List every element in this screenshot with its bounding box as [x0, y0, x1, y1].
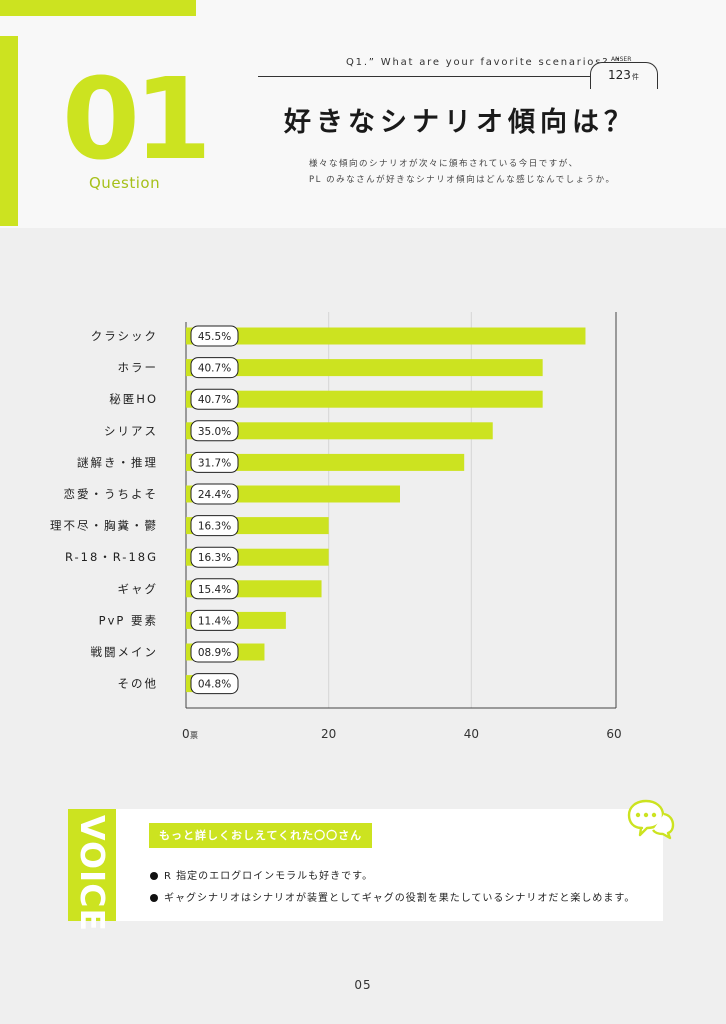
chat-bubbles-icon — [627, 799, 675, 840]
voice-item-text: ギャグシナリオはシナリオが装置としてギャグの役割を果たしているシナリオだと楽しめ… — [164, 893, 636, 904]
answer-count-unit: 件 — [631, 73, 639, 81]
value-label: 08.9% — [198, 647, 231, 659]
value-label: 11.4% — [198, 615, 231, 627]
description-line-2: PL のみなさんが好きなシナリオ傾向はどんな感じなんでしょうか。 — [309, 175, 616, 185]
page-title: 好きなシナリオ傾向は？ — [284, 107, 636, 138]
category-label: その他 — [118, 677, 159, 691]
header-divider — [258, 76, 658, 77]
value-badge — [190, 515, 239, 537]
answer-count: 123件 — [608, 68, 639, 82]
bar — [186, 390, 543, 408]
value-label: 04.8% — [198, 679, 231, 691]
bar — [186, 359, 543, 377]
voice-side-band — [68, 809, 116, 921]
value-badge — [190, 325, 239, 347]
bar — [186, 327, 586, 345]
voice-item: R 指定のエログロインモラルも好きです。 — [150, 867, 373, 882]
question-number: 01 — [62, 55, 212, 185]
question-label: Question — [89, 174, 161, 192]
voice-item: ギャグシナリオはシナリオが装置としてギャグの役割を果たしているシナリオだと楽しめ… — [150, 889, 635, 904]
value-label: 40.7% — [198, 394, 231, 406]
category-label: 謎解き・推理 — [77, 455, 158, 469]
category-label: シリアス — [104, 424, 158, 438]
value-badge — [190, 641, 239, 663]
value-badge — [190, 609, 239, 631]
accent-left-bar — [0, 36, 18, 226]
voice-label: VOICE — [68, 809, 116, 932]
x-unit-label: 票 — [190, 731, 198, 740]
value-badge — [190, 388, 239, 410]
value-badge — [190, 357, 239, 379]
value-badge — [190, 420, 239, 442]
value-badge — [190, 483, 239, 505]
category-label: ギャグ — [118, 582, 159, 596]
value-label: 16.3% — [198, 521, 231, 533]
category-label: ホラー — [118, 361, 159, 375]
value-label: 24.4% — [198, 489, 231, 501]
value-badge — [190, 451, 239, 473]
value-label: 45.5% — [198, 331, 231, 343]
answer-count-value: 123 — [608, 68, 631, 82]
bar — [186, 485, 400, 503]
voice-tag: もっと詳しくおしえてくれた〇〇さん — [149, 823, 373, 848]
value-badge — [190, 578, 239, 600]
x-tick-label: 20 — [321, 727, 336, 741]
category-label: 恋愛・うちよそ — [64, 487, 159, 501]
bar-chart: クラシック 45.5% ホラー 40.7% 秘匿HO 40.7% シリアス 35.0% 謎解き・… — [50, 312, 622, 741]
answer-label: ANSER — [611, 56, 632, 63]
value-label: 40.7% — [198, 363, 231, 375]
voice-item-text: R 指定のエログロインモラルも好きです。 — [164, 871, 374, 882]
page-number: 05 — [354, 978, 372, 992]
value-badge — [190, 546, 239, 568]
x-tick-label: 40 — [464, 727, 479, 741]
question-english: Q1.” What are your favorite scenarios? ” — [346, 57, 622, 68]
category-label: 秘匿HO — [109, 392, 158, 406]
bar — [186, 453, 465, 471]
value-label: 16.3% — [198, 552, 231, 564]
category-label: クラシック — [91, 329, 158, 343]
category-label: 戦闘メイン — [91, 645, 159, 659]
x-tick-label: 60 — [606, 727, 621, 741]
category-label: PvP 要素 — [99, 613, 158, 627]
question-description: 様々な傾向のシナリオが次々に頒布されている今日ですが、 PL のみなさんが好きな… — [309, 156, 615, 188]
voice-label-text: VOICE — [73, 815, 112, 933]
bullet-icon — [150, 893, 158, 902]
x-tick-label: 0 — [182, 727, 190, 741]
answer-count-badge — [590, 62, 658, 89]
accent-top-bar — [0, 0, 196, 16]
description-line-1: 様々な傾向のシナリオが次々に頒布されている今日ですが、 — [309, 159, 579, 169]
value-label: 15.4% — [198, 584, 231, 596]
category-label: R-18・R-18G — [65, 550, 158, 564]
category-label: 理不尽・胸糞・鬱 — [50, 519, 158, 533]
bullet-icon — [150, 871, 158, 880]
value-badge — [190, 673, 239, 695]
value-label: 35.0% — [198, 426, 231, 438]
value-label: 31.7% — [198, 457, 231, 469]
header-section — [0, 0, 726, 228]
bar — [186, 422, 493, 440]
